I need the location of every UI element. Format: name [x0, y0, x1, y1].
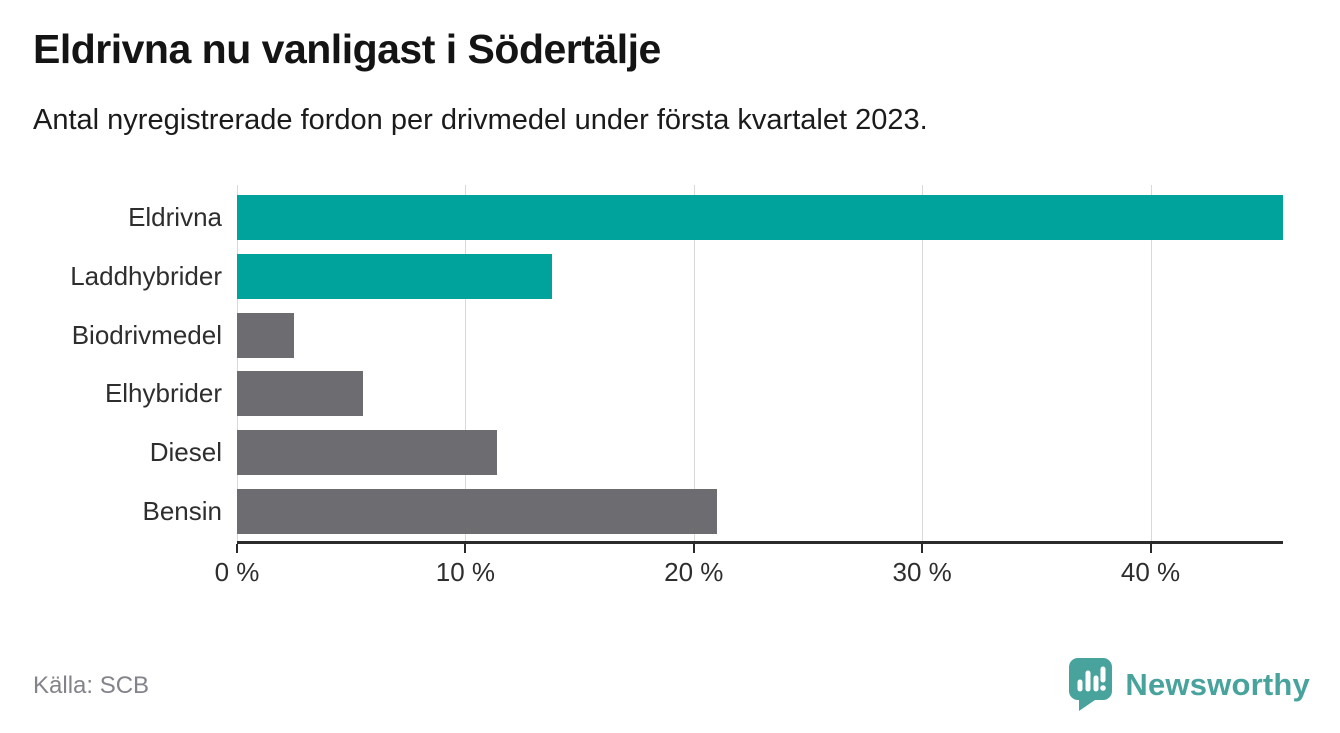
bar-biodrivmedel	[237, 312, 295, 358]
gridline-40	[1150, 185, 1152, 541]
plot-area	[237, 185, 1283, 541]
x-tick-0	[236, 544, 238, 553]
newsworthy-wordmark: Newsworthy	[1125, 666, 1310, 702]
gridline-20	[693, 185, 695, 541]
x-tick-30	[921, 544, 924, 553]
category-label-elhybrider: Elhybrider	[104, 378, 222, 409]
newsworthy-logo-icon	[1066, 656, 1114, 713]
x-tick-label: 20 %	[664, 557, 724, 587]
newsworthy-logo: Newsworthy	[1066, 656, 1310, 713]
x-tick-10	[464, 544, 467, 553]
chart-subtitle: Antal nyregistrerade fordon per drivmede…	[33, 104, 928, 136]
chart-title: Eldrivna nu vanligast i Södertälje	[33, 26, 661, 72]
category-label-diesel: Diesel	[149, 437, 222, 468]
category-label-eldrivna: Eldrivna	[128, 202, 222, 232]
gridline-10	[465, 185, 467, 541]
x-axis: 0 % 10 % 20 % 30 % 40 %	[215, 541, 1283, 601]
gridline-30	[922, 185, 924, 541]
bar-elhybrider	[237, 371, 363, 417]
bar-diesel	[237, 430, 498, 476]
bar-eldrivna	[237, 195, 1283, 240]
x-tick-label: 0 %	[214, 557, 260, 587]
bar-laddhybrider	[237, 253, 553, 299]
x-axis-line	[237, 541, 1283, 544]
category-labels: Eldrivna Laddhybrider Biodrivmedel Elhybrid…	[0, 185, 222, 541]
x-tick-20	[692, 544, 695, 553]
category-label-laddhybrider: Laddhybrider	[70, 260, 222, 291]
gridline-0	[237, 185, 238, 541]
x-tick-40	[1149, 544, 1152, 553]
bar-bensin	[237, 489, 717, 534]
source-label: Källa: SCB	[33, 672, 150, 699]
x-tick-label: 40 %	[1120, 557, 1181, 587]
x-tick-label: 30 %	[892, 557, 952, 587]
x-tick-label: 10 %	[435, 557, 496, 587]
category-label-biodrivmedel: Biodrivmedel	[71, 319, 222, 350]
category-label-bensin: Bensin	[142, 496, 223, 526]
